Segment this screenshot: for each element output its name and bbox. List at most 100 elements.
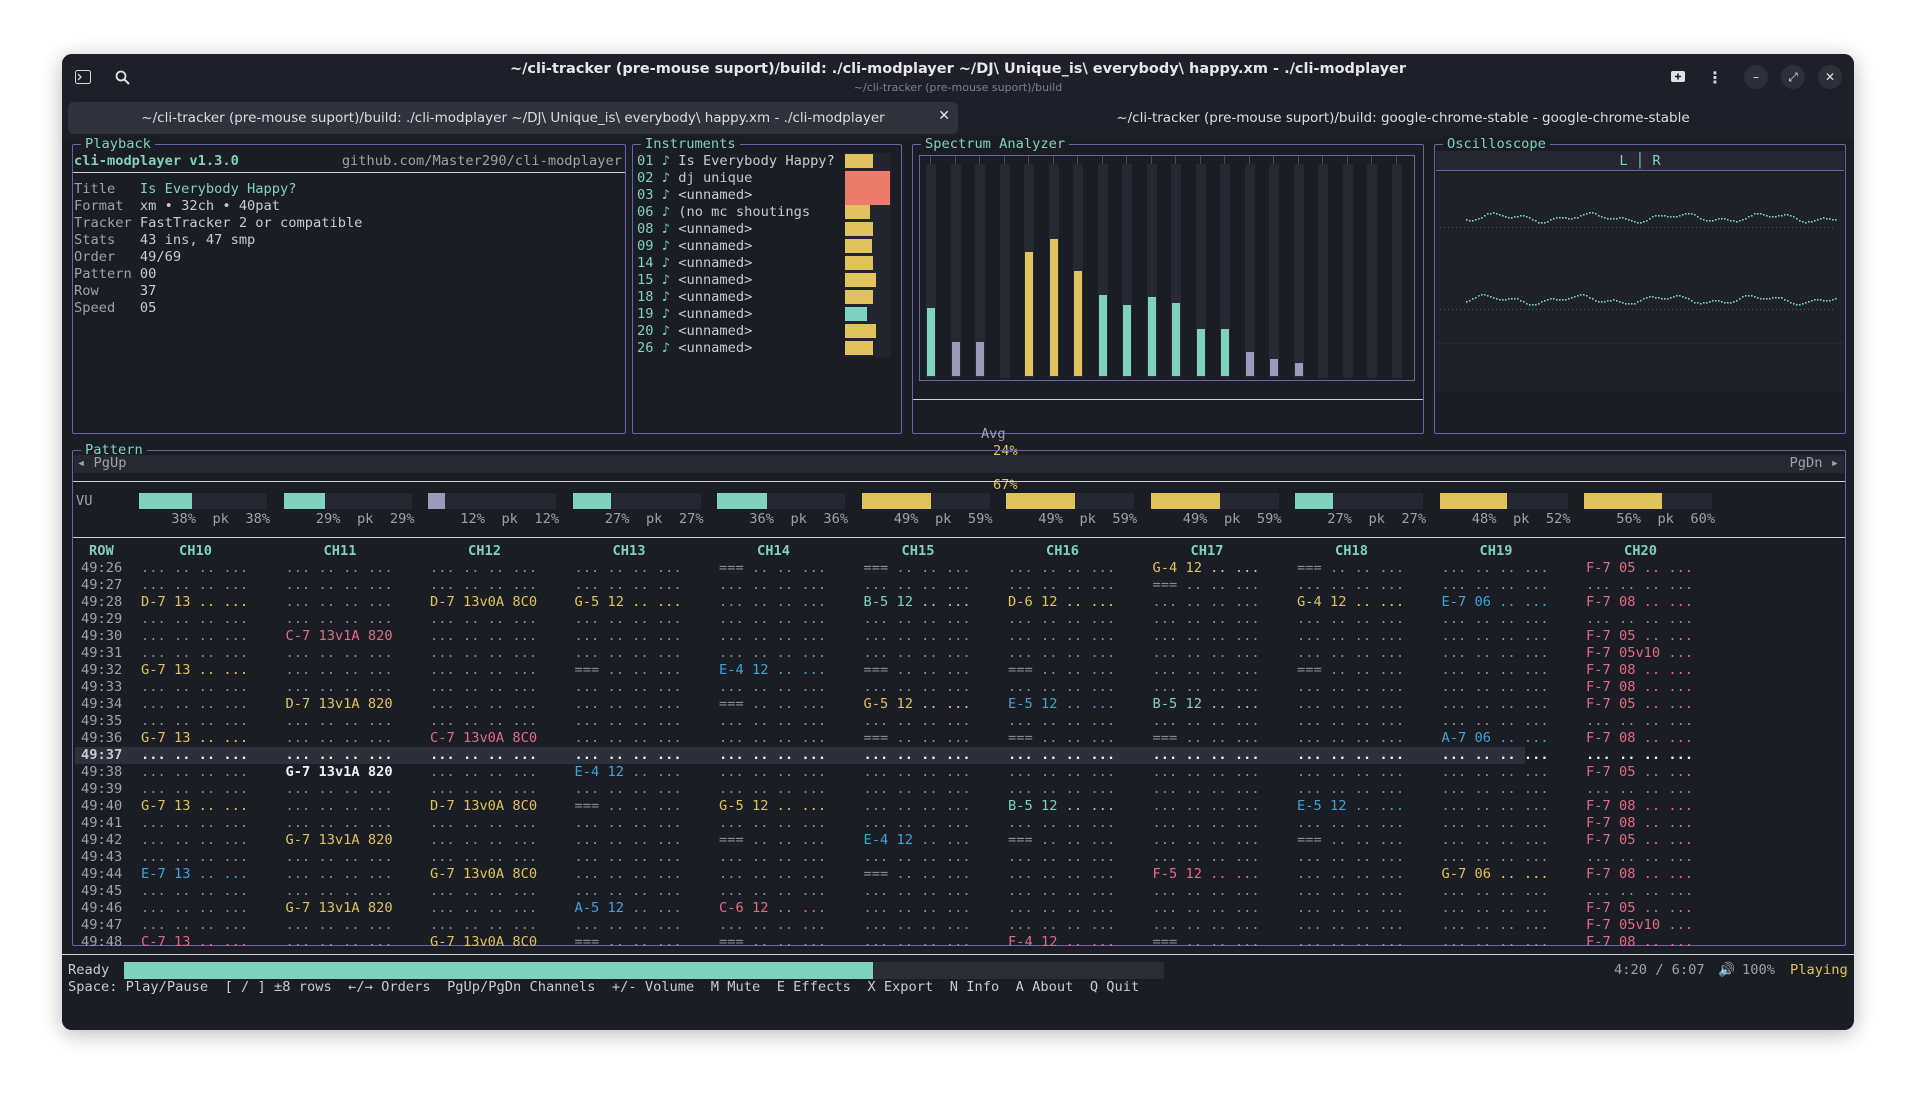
- pattern-cell[interactable]: ... .. .. ...: [574, 645, 682, 661]
- pattern-cell[interactable]: ... .. .. ...: [1008, 764, 1116, 780]
- pattern-cell[interactable]: === .. .. ...: [574, 934, 682, 950]
- search-icon[interactable]: [109, 64, 135, 90]
- vu-bar[interactable]: [283, 493, 325, 509]
- pattern-cell[interactable]: ... .. .. ...: [1152, 832, 1260, 848]
- pattern-cell[interactable]: ... .. .. ...: [1441, 849, 1549, 865]
- pattern-cell[interactable]: ... .. .. ...: [285, 577, 393, 593]
- pattern-cell[interactable]: === .. .. ...: [574, 662, 682, 678]
- pattern-cell[interactable]: ... .. .. ...: [285, 866, 393, 882]
- pattern-cell[interactable]: ... .. .. ...: [1441, 832, 1549, 848]
- pattern-cell[interactable]: === .. .. ...: [719, 832, 827, 848]
- pattern-cell[interactable]: ... .. .. ...: [1152, 747, 1260, 763]
- instrument-row[interactable]: 06 ♪ (no mc shoutings: [637, 204, 810, 221]
- instrument-row[interactable]: 20 ♪ <unnamed>: [637, 323, 752, 340]
- pattern-cell[interactable]: ... .. .. ...: [863, 934, 971, 950]
- pattern-cell[interactable]: ... .. .. ...: [1152, 883, 1260, 899]
- pattern-cell[interactable]: ... .. .. ...: [1441, 883, 1549, 899]
- pattern-cell[interactable]: D-7 13v1A 820: [285, 696, 393, 712]
- pattern-cell[interactable]: A-7 06 .. ...: [1441, 730, 1549, 746]
- pattern-cell[interactable]: ... .. .. ...: [430, 900, 538, 916]
- pattern-cell[interactable]: ... .. .. ...: [1152, 798, 1260, 814]
- pattern-cell[interactable]: ... .. .. ...: [430, 696, 538, 712]
- vu-bar[interactable]: [1439, 493, 1507, 509]
- pattern-cell[interactable]: ... .. .. ...: [863, 713, 971, 729]
- pattern-cell[interactable]: E-4 12 .. ...: [863, 832, 971, 848]
- pattern-cell[interactable]: ... .. .. ...: [574, 883, 682, 899]
- pattern-cell[interactable]: ... .. .. ...: [141, 713, 249, 729]
- pattern-cell[interactable]: G-7 13 .. ...: [141, 730, 249, 746]
- pattern-cell[interactable]: ... .. .. ...: [285, 611, 393, 627]
- pattern-cell[interactable]: F-7 05 .. ...: [1586, 900, 1694, 916]
- pattern-cell[interactable]: ... .. .. ...: [863, 900, 971, 916]
- pattern-cell[interactable]: E-4 12 .. ...: [574, 764, 682, 780]
- pattern-cell[interactable]: ... .. .. ...: [1441, 900, 1549, 916]
- terminal-content[interactable]: Playback cli-modplayer v1.3.0 github.com…: [62, 136, 1854, 1030]
- pattern-cell[interactable]: F-7 08 .. ...: [1586, 662, 1694, 678]
- pattern-cell[interactable]: ... .. .. ...: [574, 611, 682, 627]
- pattern-cell[interactable]: ... .. .. ...: [574, 747, 682, 763]
- pattern-cell[interactable]: G-7 13v1A 820: [285, 832, 393, 848]
- pattern-cell[interactable]: === .. .. ...: [863, 560, 971, 576]
- pattern-cell[interactable]: ... .. .. ...: [141, 781, 249, 797]
- pattern-cell[interactable]: ... .. .. ...: [285, 594, 393, 610]
- pattern-cell[interactable]: ... .. .. ...: [1152, 713, 1260, 729]
- pattern-cell[interactable]: ... .. .. ...: [1297, 764, 1405, 780]
- pattern-cell[interactable]: E-5 12 .. ...: [1297, 798, 1405, 814]
- pattern-cell[interactable]: G-7 13v1A 820: [285, 900, 393, 916]
- pattern-row[interactable]: 49:45 ... .. .. ... ... .. .. ... ... .. ..…: [75, 883, 1693, 900]
- pattern-cell[interactable]: ... .. .. ...: [1441, 764, 1549, 780]
- pattern-cell[interactable]: ... .. .. ...: [1441, 696, 1549, 712]
- channel-header[interactable]: CH10: [179, 543, 212, 559]
- pattern-cell[interactable]: === .. .. ...: [1008, 662, 1116, 678]
- pattern-cell[interactable]: ... .. .. ...: [1586, 577, 1694, 593]
- pattern-cell[interactable]: D-7 13 .. ...: [141, 594, 249, 610]
- channel-header[interactable]: CH15: [901, 543, 935, 559]
- pattern-cell[interactable]: ... .. .. ...: [1008, 815, 1116, 831]
- pattern-cell[interactable]: ... .. .. ...: [863, 764, 971, 780]
- pattern-cell[interactable]: ... .. .. ...: [1152, 849, 1260, 865]
- pattern-cell[interactable]: ... .. .. ...: [141, 577, 249, 593]
- pattern-cell[interactable]: ... .. .. ...: [1441, 713, 1549, 729]
- pattern-row[interactable]: 49:40 G-7 13 .. ... ... .. .. ... D-7 13v0A…: [75, 798, 1693, 815]
- pattern-cell[interactable]: D-6 12 .. ...: [1008, 594, 1116, 610]
- pattern-cell[interactable]: ... .. .. ...: [1297, 645, 1405, 661]
- pattern-cell[interactable]: ... .. .. ...: [574, 679, 682, 695]
- pattern-cell[interactable]: ... .. .. ...: [863, 611, 971, 627]
- pattern-cell[interactable]: ... .. .. ...: [863, 815, 971, 831]
- pattern-cell[interactable]: ... .. .. ...: [1441, 917, 1549, 933]
- pattern-cell[interactable]: === .. .. ...: [863, 662, 971, 678]
- pattern-cell[interactable]: ... .. .. ...: [719, 764, 827, 780]
- pattern-cell[interactable]: ... .. .. ...: [1297, 883, 1405, 899]
- pattern-cell[interactable]: G-7 06 .. ...: [1441, 866, 1549, 882]
- pattern-cell[interactable]: F-7 08 .. ...: [1586, 815, 1694, 831]
- vu-bar[interactable]: [1150, 493, 1220, 509]
- pattern-cell[interactable]: ... .. .. ...: [1008, 866, 1116, 882]
- channel-header[interactable]: CH20: [1624, 543, 1657, 559]
- pattern-cell[interactable]: ... .. .. ...: [285, 781, 393, 797]
- close-button[interactable]: ✕: [1818, 65, 1842, 89]
- pattern-cell[interactable]: ... .. .. ...: [141, 611, 249, 627]
- pattern-cell[interactable]: ... .. .. ...: [141, 696, 249, 712]
- tab-modplayer[interactable]: ~/cli-tracker (pre-mouse suport)/build: …: [68, 102, 958, 134]
- pattern-cell[interactable]: F-7 05 .. ...: [1586, 628, 1694, 644]
- pattern-cell[interactable]: === .. .. ...: [1152, 577, 1260, 593]
- pattern-cell[interactable]: ... .. .. ...: [574, 866, 682, 882]
- pattern-cell[interactable]: === .. .. ...: [1297, 560, 1405, 576]
- pattern-cell[interactable]: ... .. .. ...: [285, 662, 393, 678]
- pattern-cell[interactable]: ... .. .. ...: [863, 679, 971, 695]
- pattern-row[interactable]: 49:33 ... .. .. ... ... .. .. ... ... .. ..…: [75, 679, 1693, 696]
- pattern-cell[interactable]: C-7 13v0A 8C0: [430, 730, 538, 746]
- pattern-cell[interactable]: ... .. .. ...: [574, 781, 682, 797]
- pattern-cell[interactable]: ... .. .. ...: [719, 883, 827, 899]
- instrument-row[interactable]: 08 ♪ <unnamed>: [637, 221, 752, 238]
- pattern-cell[interactable]: ... .. .. ...: [1441, 747, 1549, 763]
- pattern-cell[interactable]: ... .. .. ...: [1152, 662, 1260, 678]
- pattern-cell[interactable]: ... .. .. ...: [430, 832, 538, 848]
- pattern-cell[interactable]: ... .. .. ...: [1008, 781, 1116, 797]
- pattern-cell[interactable]: B-5 12 .. ...: [863, 594, 971, 610]
- pattern-cell[interactable]: ... .. .. ...: [574, 730, 682, 746]
- pattern-cell[interactable]: F-7 05 .. ...: [1586, 764, 1694, 780]
- pattern-cell[interactable]: ... .. .. ...: [430, 781, 538, 797]
- pattern-cell[interactable]: E-7 06 .. ...: [1441, 594, 1549, 610]
- pattern-cell[interactable]: ... .. .. ...: [1586, 883, 1694, 899]
